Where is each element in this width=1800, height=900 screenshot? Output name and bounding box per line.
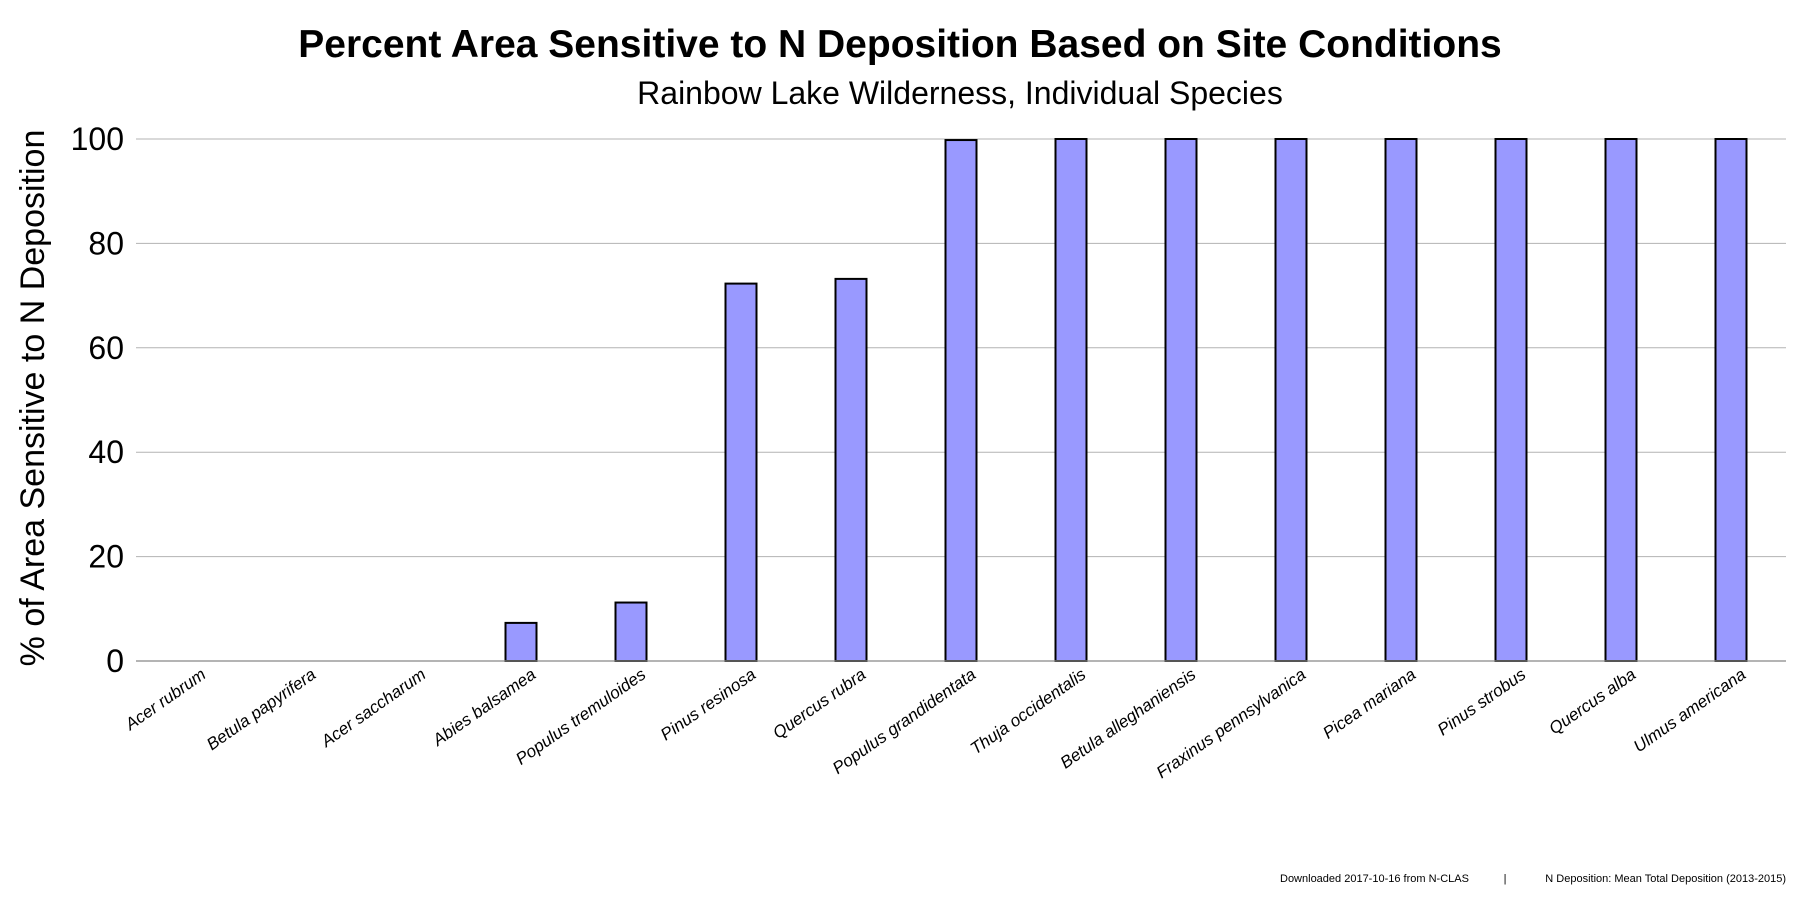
y-tick-label: 20 (88, 539, 124, 575)
y-tick-label: 60 (88, 330, 124, 366)
y-axis-label: % of Area Sensitive to N Deposition (14, 130, 52, 667)
x-tick-label: Pinus resinosa (657, 665, 759, 745)
bar (1714, 138, 1748, 662)
x-tick-label: Acer rubrum (121, 665, 209, 735)
x-tick-label: Abies balsamea (428, 665, 539, 751)
y-tick-labels: 0 20 40 60 80 100 (71, 121, 124, 679)
y-tick-label: 40 (88, 434, 124, 470)
x-tick-label: Ulmus americana (1630, 665, 1749, 756)
bar (724, 282, 758, 662)
x-tick-label: Picea mariana (1319, 665, 1419, 743)
bar (504, 621, 538, 662)
y-tick-label: 100 (71, 121, 124, 157)
x-tick-label: Quercus rubra (769, 665, 869, 743)
bar (944, 139, 978, 662)
bar (1054, 138, 1088, 662)
bar (614, 601, 648, 663)
footer-source: Downloaded 2017-10-16 from N-CLAS (1280, 873, 1469, 885)
bar (834, 277, 868, 662)
bar (1164, 138, 1198, 662)
bar (1274, 138, 1308, 662)
x-tick-label: Acer saccharum (317, 665, 429, 752)
chart-subtitle: Rainbow Lake Wilderness, Individual Spec… (637, 75, 1283, 111)
x-tick-label: Quercus alba (1546, 665, 1640, 739)
bars (504, 138, 1748, 663)
footer-separator: | (1504, 873, 1507, 885)
x-tick-label: Thuja occidentalis (967, 664, 1090, 758)
y-tick-label: 0 (106, 643, 124, 679)
bar (1384, 138, 1418, 662)
x-tick-label: Betula papyrifera (203, 665, 319, 754)
chart-title: Percent Area Sensitive to N Deposition B… (298, 23, 1501, 66)
bar (1494, 138, 1528, 662)
footer-note: N Deposition: Mean Total Deposition (201… (1545, 873, 1786, 885)
x-tick-label: Pinus strobus (1434, 664, 1530, 739)
y-tick-label: 80 (88, 225, 124, 261)
bar (1604, 138, 1638, 662)
